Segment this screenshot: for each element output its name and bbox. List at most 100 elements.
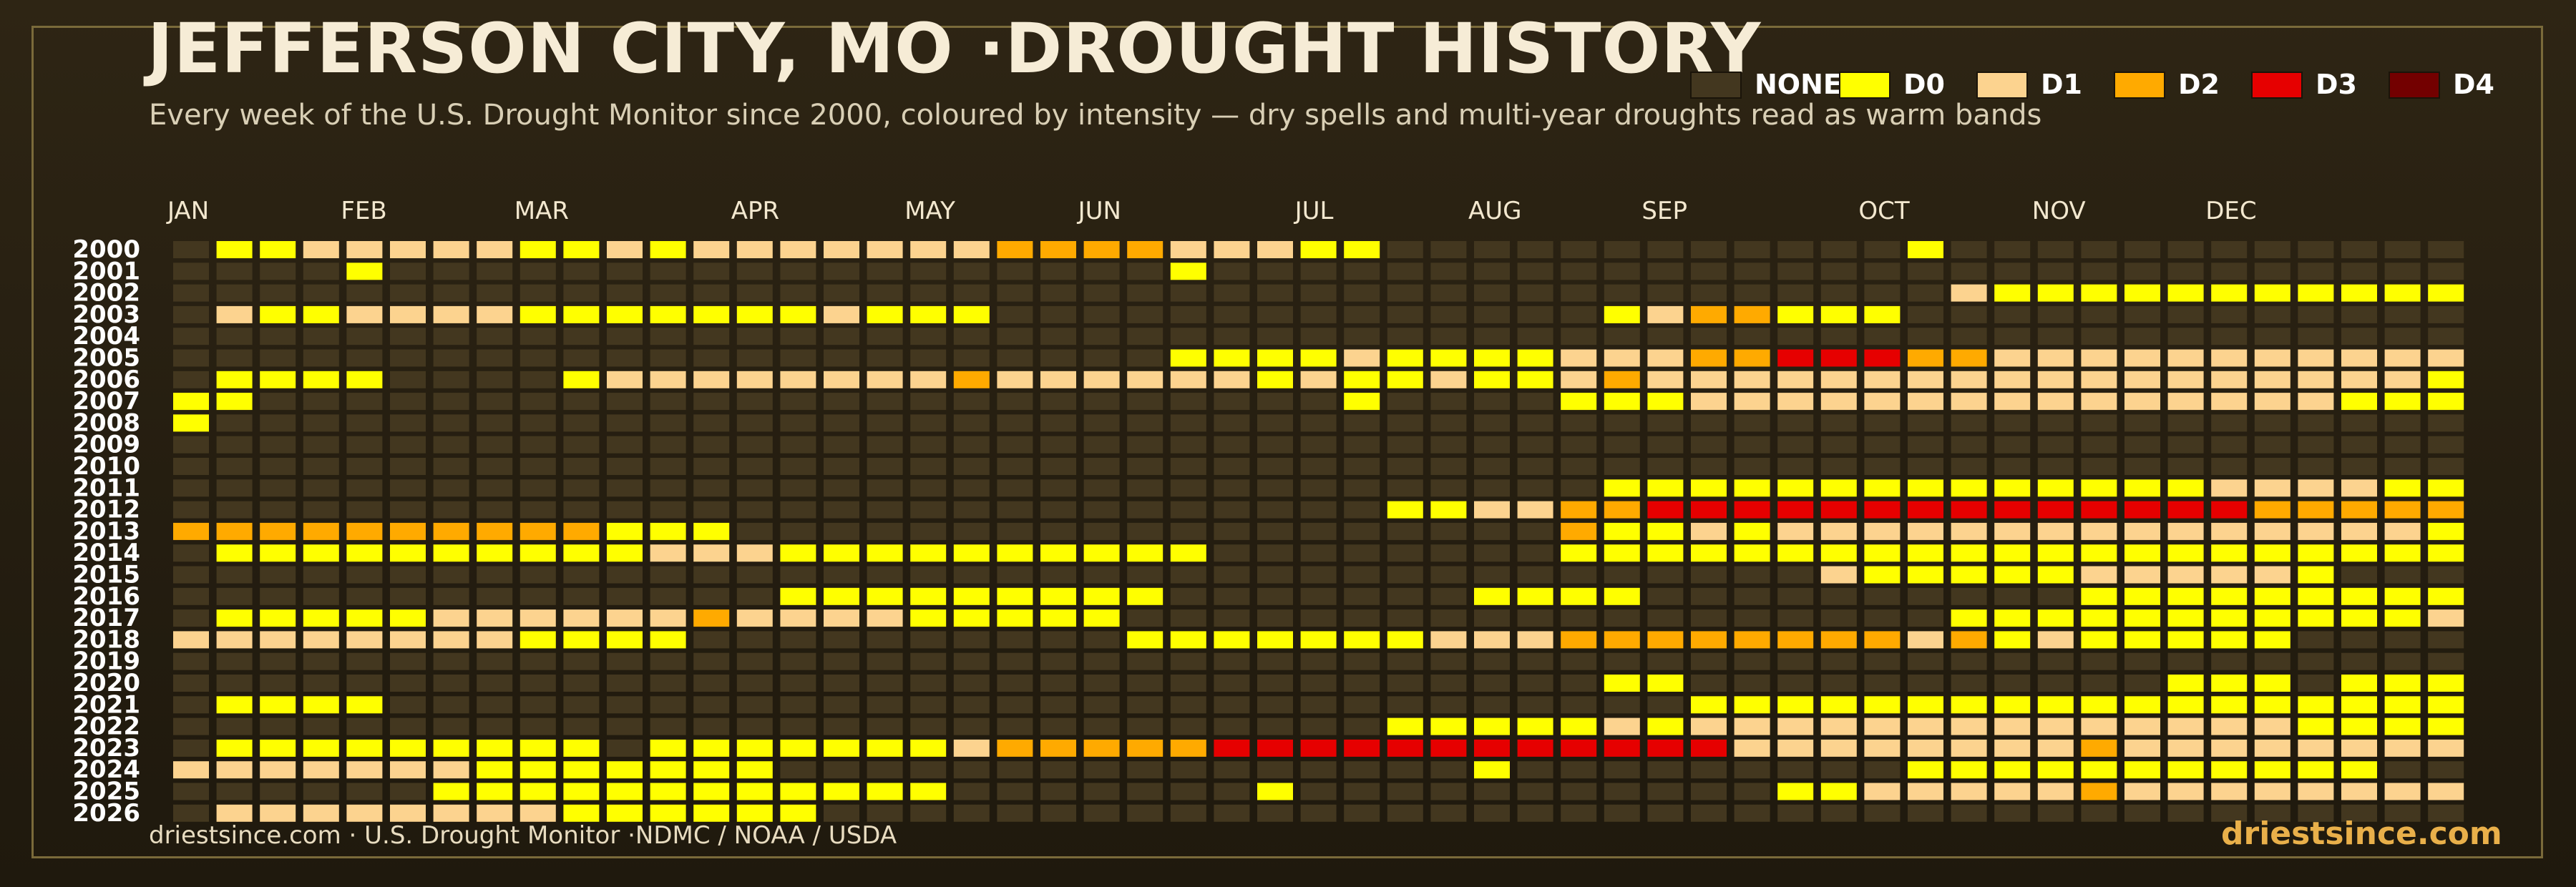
week-cell	[1474, 436, 1510, 454]
week-cell	[607, 761, 643, 779]
week-cell	[910, 783, 947, 800]
week-cell	[2037, 566, 2074, 584]
week-cell	[173, 458, 209, 475]
week-cell	[390, 739, 426, 757]
week-cell	[1344, 652, 1380, 670]
week-cell	[2341, 414, 2377, 432]
week-cell	[1257, 717, 1293, 735]
week-cell	[1083, 783, 1120, 800]
week-cell	[1951, 328, 1987, 346]
week-cell	[1300, 783, 1337, 800]
week-cell	[2124, 479, 2160, 497]
week-cell	[2428, 783, 2464, 800]
week-cell	[1214, 371, 1250, 388]
week-cell	[2081, 263, 2117, 280]
week-cell	[2298, 501, 2334, 519]
week-cell	[2298, 544, 2334, 562]
week-cell	[2428, 349, 2464, 367]
week-cell	[2124, 587, 2160, 605]
week-cell	[2124, 566, 2160, 584]
week-cell	[736, 458, 773, 475]
week-cell	[1908, 804, 1943, 822]
week-cell	[1214, 804, 1250, 822]
week-cell	[1604, 393, 1640, 411]
week-cell	[1083, 544, 1120, 562]
week-cell	[1561, 652, 1597, 670]
week-cell	[1344, 241, 1380, 258]
week-cell	[2254, 717, 2290, 735]
week-cell	[910, 587, 947, 605]
week-cell	[1387, 284, 1423, 302]
week-cell	[736, 305, 773, 323]
week-cell	[433, 783, 469, 800]
week-cell	[1083, 717, 1120, 735]
week-cell	[1734, 263, 1770, 280]
week-cell	[173, 566, 209, 584]
week-cell	[693, 609, 730, 627]
week-cell	[2211, 761, 2248, 779]
week-cell	[2124, 436, 2160, 454]
week-cell	[2124, 263, 2160, 280]
week-cell	[563, 328, 600, 346]
week-cell	[433, 436, 469, 454]
week-cell	[867, 761, 903, 779]
week-cell	[2081, 522, 2117, 540]
week-cell	[1387, 522, 1423, 540]
week-cell	[780, 783, 816, 800]
week-cell	[346, 631, 383, 649]
week-cell	[2298, 587, 2334, 605]
week-cell	[607, 284, 643, 302]
week-cell	[1820, 414, 1857, 432]
week-cell	[2384, 393, 2421, 411]
week-cell	[563, 783, 600, 800]
week-cell	[910, 696, 947, 714]
week-cell	[607, 739, 643, 757]
week-cell	[519, 804, 556, 822]
week-cell	[2124, 241, 2160, 258]
week-cell	[2167, 587, 2204, 605]
week-cell	[1734, 522, 1770, 540]
week-cell	[736, 371, 773, 388]
week-cell	[1820, 284, 1857, 302]
week-cell	[216, 696, 253, 714]
week-cell	[953, 783, 990, 800]
week-cell	[1257, 761, 1293, 779]
week-cell	[433, 631, 469, 649]
week-cell	[1040, 501, 1076, 519]
week-cell	[1561, 587, 1597, 605]
week-cell	[1908, 675, 1943, 692]
week-cell	[1777, 804, 1814, 822]
week-cell	[693, 566, 730, 584]
week-cell	[1994, 501, 2031, 519]
week-cell	[2428, 393, 2464, 411]
week-cell	[390, 761, 426, 779]
week-cell	[1561, 675, 1597, 692]
week-cell	[346, 371, 383, 388]
week-cell	[477, 371, 513, 388]
week-cell	[216, 761, 253, 779]
week-cell	[563, 284, 600, 302]
week-cell	[2211, 284, 2248, 302]
week-cell	[2298, 761, 2334, 779]
year-label-2020: 2020	[72, 669, 140, 697]
week-cell	[346, 783, 383, 800]
week-cell	[303, 696, 339, 714]
week-cell	[2037, 696, 2074, 714]
week-cell	[780, 371, 816, 388]
week-cell	[1561, 544, 1597, 562]
week-cell	[997, 717, 1033, 735]
week-cell	[1561, 263, 1597, 280]
week-cell	[563, 696, 600, 714]
week-cell	[2211, 479, 2248, 497]
week-cell	[1994, 587, 2031, 605]
week-cell	[1127, 717, 1163, 735]
week-cell	[1994, 783, 2031, 800]
week-cell	[1344, 305, 1380, 323]
week-cell	[477, 393, 513, 411]
week-cell	[1691, 501, 1727, 519]
week-cell	[1474, 587, 1510, 605]
week-cell	[997, 436, 1033, 454]
week-cell	[1994, 458, 2031, 475]
week-cell	[477, 566, 513, 584]
week-cell	[1040, 675, 1076, 692]
